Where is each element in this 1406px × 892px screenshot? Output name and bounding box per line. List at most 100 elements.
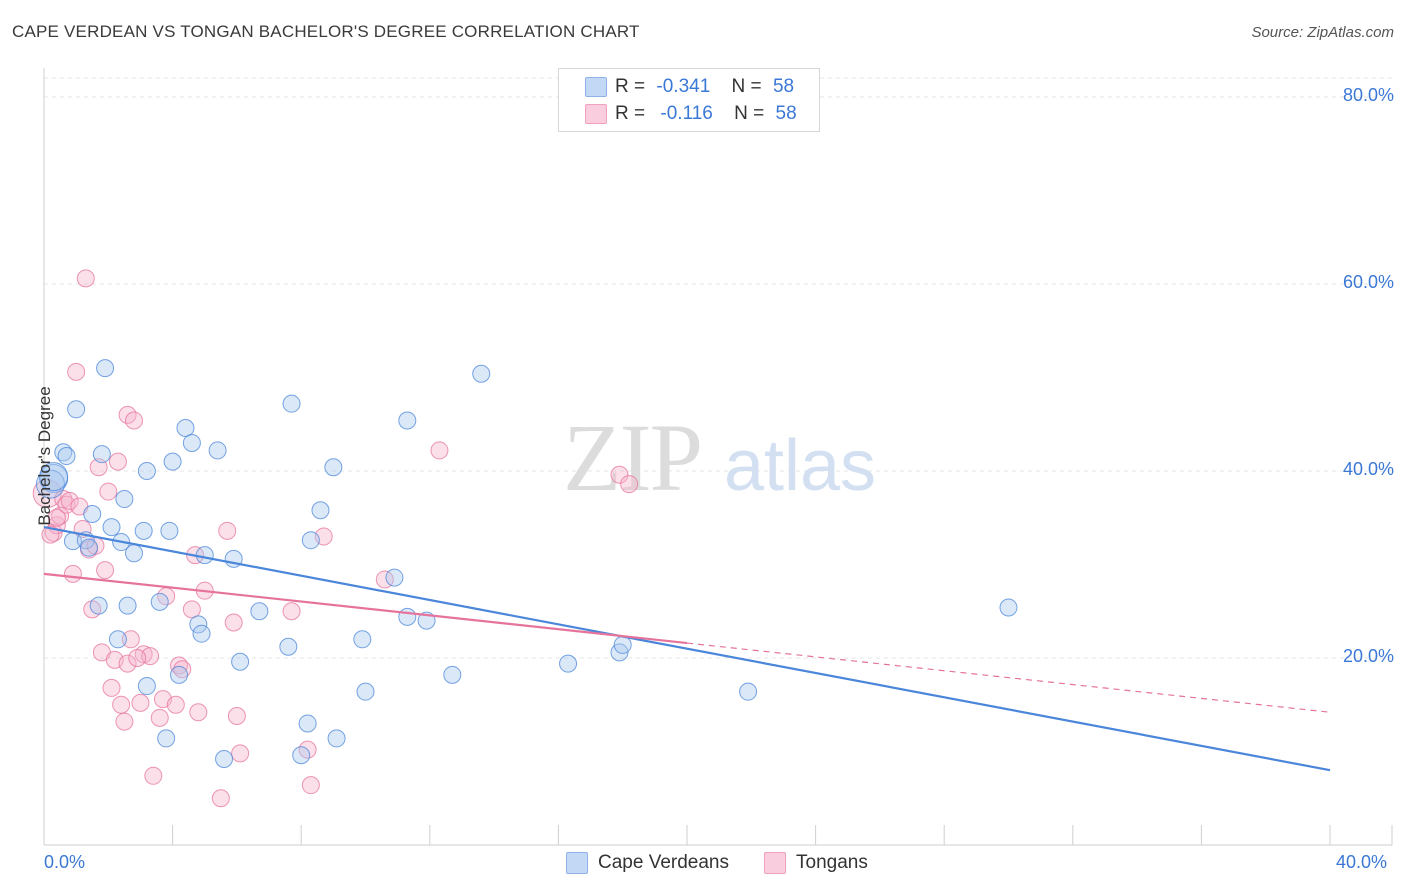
legend-label: Cape Verdeans: [598, 852, 729, 873]
data-point: [999, 598, 1018, 617]
data-point: [282, 394, 301, 413]
data-point: [118, 596, 137, 615]
y-tick-label: 80.0%: [1342, 85, 1394, 105]
data-point: [182, 600, 201, 619]
data-point: [89, 596, 108, 615]
data-point: [160, 521, 179, 540]
data-point: [125, 544, 144, 563]
data-point: [102, 678, 121, 697]
data-point: [739, 682, 758, 701]
x-tick-label-min: 0.0%: [44, 852, 86, 872]
data-point: [182, 433, 201, 452]
data-point: [620, 475, 639, 494]
data-point: [398, 411, 417, 430]
data-point: [298, 714, 317, 733]
data-point: [472, 364, 491, 383]
data-point: [173, 660, 192, 679]
legend-swatch-pink: [764, 852, 786, 874]
watermark-zip: ZIP: [563, 404, 701, 511]
n-label: N =: [734, 103, 765, 124]
n-value: 58: [775, 103, 797, 124]
watermark-atlas: atlas: [724, 426, 876, 506]
series-cape-verdeans: [35, 359, 1018, 768]
data-point: [170, 665, 189, 684]
data-point: [166, 695, 185, 714]
data-point: [144, 766, 163, 785]
data-point: [211, 789, 230, 808]
x-tick-label-max: 40.0%: [1336, 852, 1388, 872]
trend-line-dashed: [686, 642, 1331, 713]
data-point: [125, 411, 144, 430]
data-point: [92, 445, 111, 464]
trend-lines: [43, 526, 1331, 772]
data-point: [150, 708, 169, 727]
data-point: [35, 469, 65, 499]
legend-item-cape-verdeans: Cape Verdeans: [566, 852, 729, 874]
data-point: [227, 706, 246, 725]
y-tick-label: 40.0%: [1342, 459, 1394, 479]
data-point: [108, 452, 127, 471]
data-point: [47, 508, 66, 527]
data-point: [176, 418, 195, 437]
correlation-legend: R = -0.341 N = 58 R = -0.116 N = 58: [558, 68, 820, 132]
r-value: -0.341: [656, 76, 711, 97]
axes: [43, 68, 1393, 846]
data-point: [99, 482, 118, 501]
data-point: [250, 602, 269, 621]
data-point: [157, 729, 176, 748]
trend-line-solid: [43, 572, 688, 645]
y-axis-label-wrap: Bachelor's Degree: [35, 386, 54, 525]
data-point: [208, 441, 227, 460]
data-point: [121, 630, 140, 649]
legend-item-tongans: Tongans: [764, 852, 868, 874]
data-point: [108, 630, 127, 649]
data-point: [282, 602, 301, 621]
data-point: [163, 452, 182, 471]
data-point: [60, 491, 79, 510]
data-point: [112, 695, 131, 714]
trend-line-solid: [43, 526, 1331, 772]
data-point: [324, 458, 343, 477]
data-point: [150, 592, 169, 611]
chart-title: CAPE VERDEAN VS TONGAN BACHELOR'S DEGREE…: [12, 22, 640, 41]
data-point: [57, 447, 76, 466]
data-point: [224, 613, 243, 632]
series-tongans: [32, 269, 639, 808]
data-point: [189, 615, 208, 634]
r-label: R =: [615, 103, 646, 124]
data-point: [385, 568, 404, 587]
data-point: [67, 400, 86, 419]
legend-swatch-blue: [566, 852, 588, 874]
data-point: [96, 561, 115, 580]
n-value: 58: [772, 76, 795, 97]
data-point: [102, 518, 121, 537]
data-point: [559, 654, 578, 673]
data-point: [231, 744, 250, 763]
data-point: [398, 607, 417, 626]
data-point: [118, 654, 137, 673]
y-axis-label: Bachelor's Degree: [35, 386, 54, 525]
data-point: [137, 677, 156, 696]
data-point: [231, 652, 250, 671]
data-point: [134, 521, 153, 540]
data-point: [301, 531, 320, 550]
data-point: [137, 462, 156, 480]
data-point: [76, 269, 95, 288]
data-point: [80, 538, 99, 557]
data-point: [96, 359, 115, 378]
data-point: [189, 703, 208, 722]
watermark: ZIP atlas: [563, 404, 876, 511]
legend-swatch-blue: [585, 77, 607, 97]
data-point: [610, 465, 629, 484]
data-point: [115, 490, 134, 509]
data-point: [292, 746, 311, 765]
legend-label: Tongans: [796, 852, 868, 873]
r-label: R =: [615, 76, 646, 97]
data-point: [63, 564, 82, 583]
gridlines: [44, 77, 1392, 659]
data-point: [356, 682, 375, 701]
data-point: [443, 665, 462, 684]
data-point: [83, 505, 102, 524]
data-point: [215, 749, 234, 768]
